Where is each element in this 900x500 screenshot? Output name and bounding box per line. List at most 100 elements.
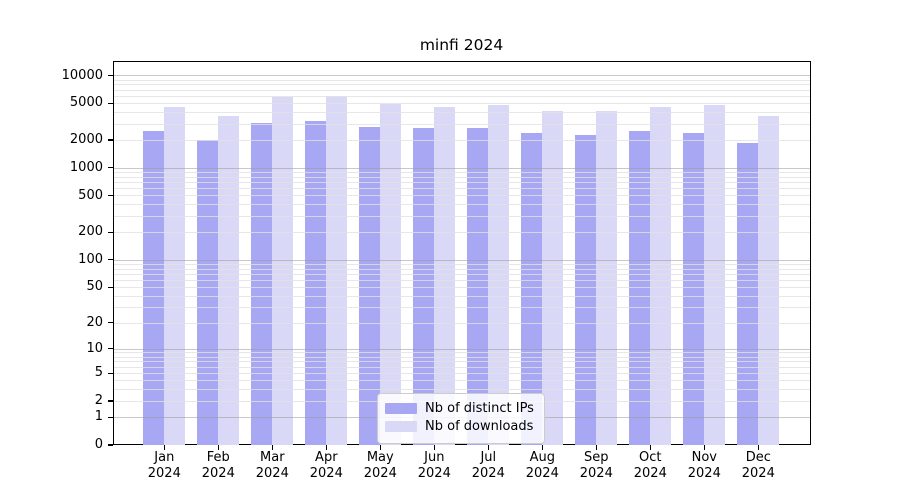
- x-tick-mark: [595, 445, 597, 450]
- y-tick-mark: [107, 102, 113, 104]
- x-tick-label: Sep 2024: [579, 450, 613, 481]
- y-tick-label: 50: [86, 279, 103, 295]
- y-tick-label: 2000: [69, 132, 103, 148]
- gridline: [114, 232, 810, 234]
- x-tick-mark: [433, 445, 435, 450]
- x-tick-label: Feb 2024: [201, 450, 235, 481]
- gridline: [114, 366, 810, 368]
- y-tick-mark: [107, 195, 113, 197]
- y-tick-mark: [107, 259, 113, 261]
- gridline: [114, 259, 810, 261]
- bar-distinct-ips-aug: [521, 132, 543, 445]
- x-tick-label: Jun 2024: [417, 450, 451, 481]
- x-tick-label: May 2024: [363, 450, 397, 481]
- gridline: [114, 273, 810, 275]
- x-tick-mark: [163, 445, 165, 450]
- x-tick-mark: [325, 445, 327, 450]
- legend-label-distinct-ips: Nb of distinct IPs: [425, 400, 534, 416]
- gridline: [114, 181, 810, 183]
- gridline: [114, 215, 810, 217]
- gridline: [114, 89, 810, 91]
- gridline: [114, 380, 810, 382]
- gridline: [114, 348, 810, 350]
- gridline: [114, 268, 810, 270]
- y-tick-label: 5: [94, 365, 103, 381]
- y-tick-mark: [107, 322, 113, 324]
- bar-downloads-aug: [542, 111, 564, 445]
- y-tick-mark: [107, 167, 113, 169]
- gridline: [114, 139, 810, 141]
- y-tick-label: 1: [94, 409, 103, 425]
- x-tick-label: Apr 2024: [309, 450, 343, 481]
- x-tick-mark: [379, 445, 381, 450]
- gridline: [114, 167, 810, 169]
- bar-distinct-ips-jul: [467, 127, 489, 445]
- y-tick-mark: [107, 372, 113, 374]
- gridline: [114, 171, 810, 173]
- y-tick-label: 5000: [69, 95, 103, 111]
- x-tick-label: Jul 2024: [471, 450, 505, 481]
- bar-distinct-ips-feb: [197, 139, 219, 445]
- bar-downloads-jun: [434, 107, 456, 445]
- bar-downloads-jul: [488, 105, 510, 445]
- y-tick-label: 100: [78, 251, 103, 267]
- x-tick-mark: [649, 445, 651, 450]
- legend-swatch-downloads: [385, 421, 417, 432]
- bar-distinct-ips-may: [359, 127, 381, 445]
- y-tick-label: 0: [94, 437, 103, 452]
- bar-downloads-sep: [596, 111, 618, 445]
- gridline: [114, 84, 810, 86]
- bar-downloads-mar: [272, 97, 294, 445]
- gridline: [114, 352, 810, 354]
- x-tick-label: Mar 2024: [255, 450, 289, 481]
- y-tick-mark: [107, 444, 113, 446]
- y-tick-label: 2: [94, 392, 103, 408]
- x-tick-mark: [271, 445, 273, 450]
- bar-downloads-oct: [650, 106, 672, 445]
- x-tick-mark: [487, 445, 489, 450]
- gridline: [114, 356, 810, 358]
- gridline: [114, 195, 810, 197]
- x-tick-mark: [757, 445, 759, 450]
- legend-label-downloads: Nb of downloads: [425, 418, 534, 434]
- legend-item-distinct-ips: Nb of distinct IPs: [385, 401, 535, 417]
- y-tick-label: 10000: [61, 67, 103, 83]
- gridline: [114, 263, 810, 265]
- x-tick-label: Oct 2024: [633, 450, 667, 481]
- x-tick-label: Dec 2024: [741, 450, 775, 481]
- gridline: [114, 295, 810, 297]
- y-tick-label: 500: [78, 187, 103, 203]
- legend-swatch-distinct-ips: [385, 403, 417, 414]
- x-tick-label: Aug 2024: [525, 450, 559, 481]
- gridline: [114, 79, 810, 81]
- y-tick-mark: [107, 416, 113, 418]
- gridline: [114, 103, 810, 105]
- gridline: [114, 389, 810, 391]
- bar-distinct-ips-mar: [251, 122, 273, 445]
- x-tick-label: Nov 2024: [687, 450, 721, 481]
- plot-area: [113, 60, 811, 445]
- gridline: [114, 176, 810, 178]
- gridline: [114, 279, 810, 281]
- bar-distinct-ips-jun: [413, 128, 435, 445]
- y-tick-mark: [107, 286, 113, 288]
- gridline: [114, 322, 810, 324]
- bar-distinct-ips-dec: [737, 142, 759, 445]
- gridline: [114, 112, 810, 114]
- gridline: [114, 188, 810, 190]
- gridline: [114, 95, 810, 97]
- x-tick-mark: [703, 445, 705, 450]
- legend: Nb of distinct IPs Nb of downloads: [377, 392, 545, 444]
- y-tick-label: 20: [86, 314, 103, 330]
- bar-downloads-nov: [704, 104, 726, 445]
- bar-downloads-apr: [326, 96, 348, 445]
- y-tick-mark: [107, 74, 113, 77]
- gridline: [114, 123, 810, 125]
- y-tick-label: 1000: [69, 159, 103, 175]
- gridline: [114, 75, 810, 77]
- y-tick-mark: [107, 400, 113, 402]
- y-tick-mark: [107, 348, 113, 350]
- bar-distinct-ips-apr: [305, 120, 327, 445]
- legend-item-downloads: Nb of downloads: [385, 419, 535, 435]
